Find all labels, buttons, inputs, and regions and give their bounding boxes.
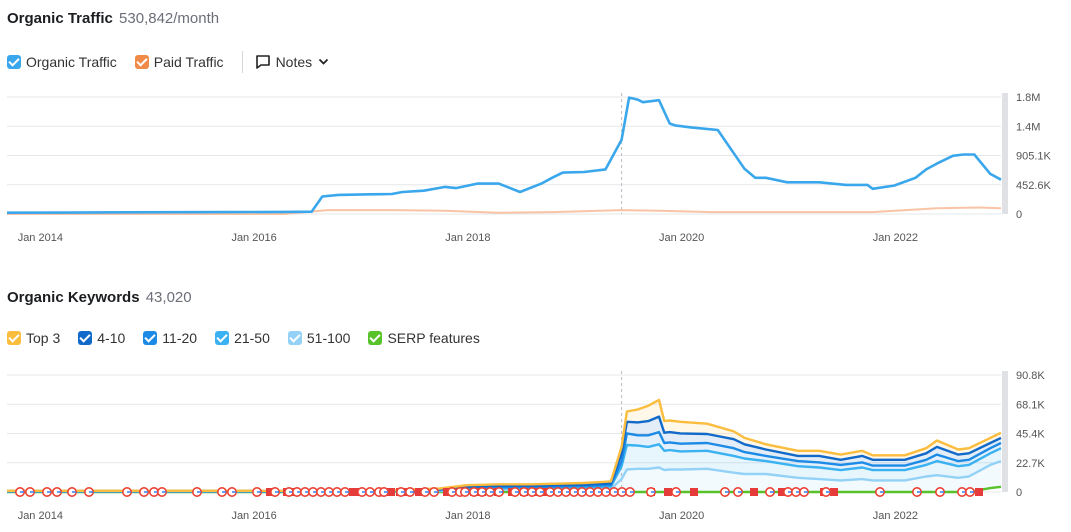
y-tick-label: 90.8K — [1016, 370, 1045, 382]
update-flag-icon — [387, 488, 395, 496]
legend-4-10[interactable]: 4-10 — [78, 330, 125, 346]
scroll-strip — [1002, 93, 1008, 214]
y-tick-label: 0 — [1016, 209, 1022, 221]
x-tick-label: Jan 2022 — [873, 232, 918, 244]
keywords-title-row: Organic Keywords 43,020 — [7, 289, 192, 306]
keywords-title: Organic Keywords — [7, 289, 140, 306]
4-10-checkbox[interactable] — [78, 331, 93, 345]
legend-divider — [241, 51, 243, 73]
serp-features-checkbox[interactable] — [368, 331, 383, 345]
x-tick-label: Jan 2016 — [231, 232, 276, 244]
update-flag-icon — [443, 488, 451, 496]
scroll-strip — [1002, 371, 1008, 492]
organic-traffic-line — [6, 96, 1002, 214]
legend-top-3[interactable]: Top 3 — [7, 330, 60, 346]
y-tick-label: 0 — [1016, 487, 1022, 499]
y-tick-label: 905.1K — [1016, 151, 1052, 163]
y-tick-label: 68.1K — [1016, 399, 1045, 411]
notes-label: Notes — [275, 54, 313, 70]
update-flag-icon — [778, 488, 786, 496]
traffic-title: Organic Traffic — [7, 10, 113, 27]
top-3-line — [7, 398, 1002, 492]
x-tick-label: Jan 2022 — [873, 510, 918, 522]
legend-4-10-label: 4-10 — [97, 330, 126, 346]
update-flag-icon — [266, 488, 274, 496]
top-3-checkbox[interactable] — [7, 331, 21, 345]
x-tick-label: Jan 2018 — [445, 232, 490, 244]
legend-serp-features[interactable]: SERP features — [368, 330, 480, 346]
legend-11-20-label: 11-20 — [162, 330, 198, 346]
update-flag-icon — [415, 488, 423, 496]
legend-51-100-label: 51-100 — [306, 330, 351, 346]
y-tick-label: 1.4M — [1016, 121, 1040, 133]
update-flag-icon — [664, 488, 672, 496]
21-50-area — [7, 444, 1001, 492]
chevron-down-icon — [319, 58, 329, 65]
keywords-legend: Top 3 4-10 11-20 21-50 51-100 SERP featu… — [7, 330, 498, 346]
x-tick-label: Jan 2020 — [659, 510, 704, 522]
legend-21-50[interactable]: 21-50 — [215, 330, 270, 346]
organic-traffic-checkbox[interactable] — [7, 55, 21, 69]
legend-51-100[interactable]: 51-100 — [287, 330, 351, 346]
paid-traffic-line — [7, 206, 1002, 215]
y-tick-label: 1.8M — [1016, 92, 1040, 104]
update-flag-icon — [750, 488, 758, 496]
y-tick-label: 22.7K — [1016, 458, 1045, 470]
traffic-title-row: Organic Traffic 530,842/month — [7, 10, 219, 27]
51-100-area — [7, 461, 1001, 492]
legend-top-3-label: Top 3 — [26, 330, 61, 346]
x-tick-label: Jan 2018 — [445, 510, 490, 522]
legend-organic-traffic-label: Organic Traffic — [26, 54, 117, 70]
legend-serp-features-label: SERP features — [387, 330, 480, 346]
21-50-checkbox[interactable] — [215, 331, 230, 345]
legend-paid-traffic[interactable]: Paid Traffic — [134, 54, 224, 70]
update-flag-icon — [830, 488, 838, 496]
legend-paid-traffic-label: Paid Traffic — [153, 54, 224, 70]
paid-traffic-checkbox[interactable] — [134, 55, 149, 69]
x-tick-label: Jan 2016 — [231, 510, 276, 522]
notes-icon — [255, 55, 270, 69]
legend-organic-traffic[interactable]: Organic Traffic — [7, 54, 117, 70]
organic-traffic-chart: 0 452.6K 905.1K 1.4M 1.8M Jan 2014 Jan 2016 Jan… — [6, 92, 1052, 244]
x-tick-label: Jan 2014 — [18, 232, 63, 244]
4-10-line — [7, 415, 1002, 493]
notes-dropdown[interactable]: Notes — [255, 54, 335, 70]
11-20-checkbox[interactable] — [143, 331, 158, 345]
y-tick-label: 45.4K — [1016, 429, 1045, 441]
keywords-metric: 43,020 — [145, 289, 192, 306]
y-tick-label: 452.6K — [1016, 180, 1052, 192]
update-flag-icon — [690, 488, 698, 496]
x-tick-label: Jan 2014 — [18, 510, 63, 522]
update-flag-icon — [349, 488, 357, 496]
legend-21-50-label: 21-50 — [234, 330, 270, 346]
51-100-checkbox[interactable] — [287, 331, 302, 345]
legend-11-20[interactable]: 11-20 — [143, 330, 197, 346]
x-tick-label: Jan 2020 — [659, 232, 704, 244]
traffic-legend: Organic Traffic Paid Traffic Notes — [7, 51, 334, 73]
traffic-metric: 530,842/month — [119, 10, 220, 27]
update-flag-icon — [975, 488, 983, 496]
